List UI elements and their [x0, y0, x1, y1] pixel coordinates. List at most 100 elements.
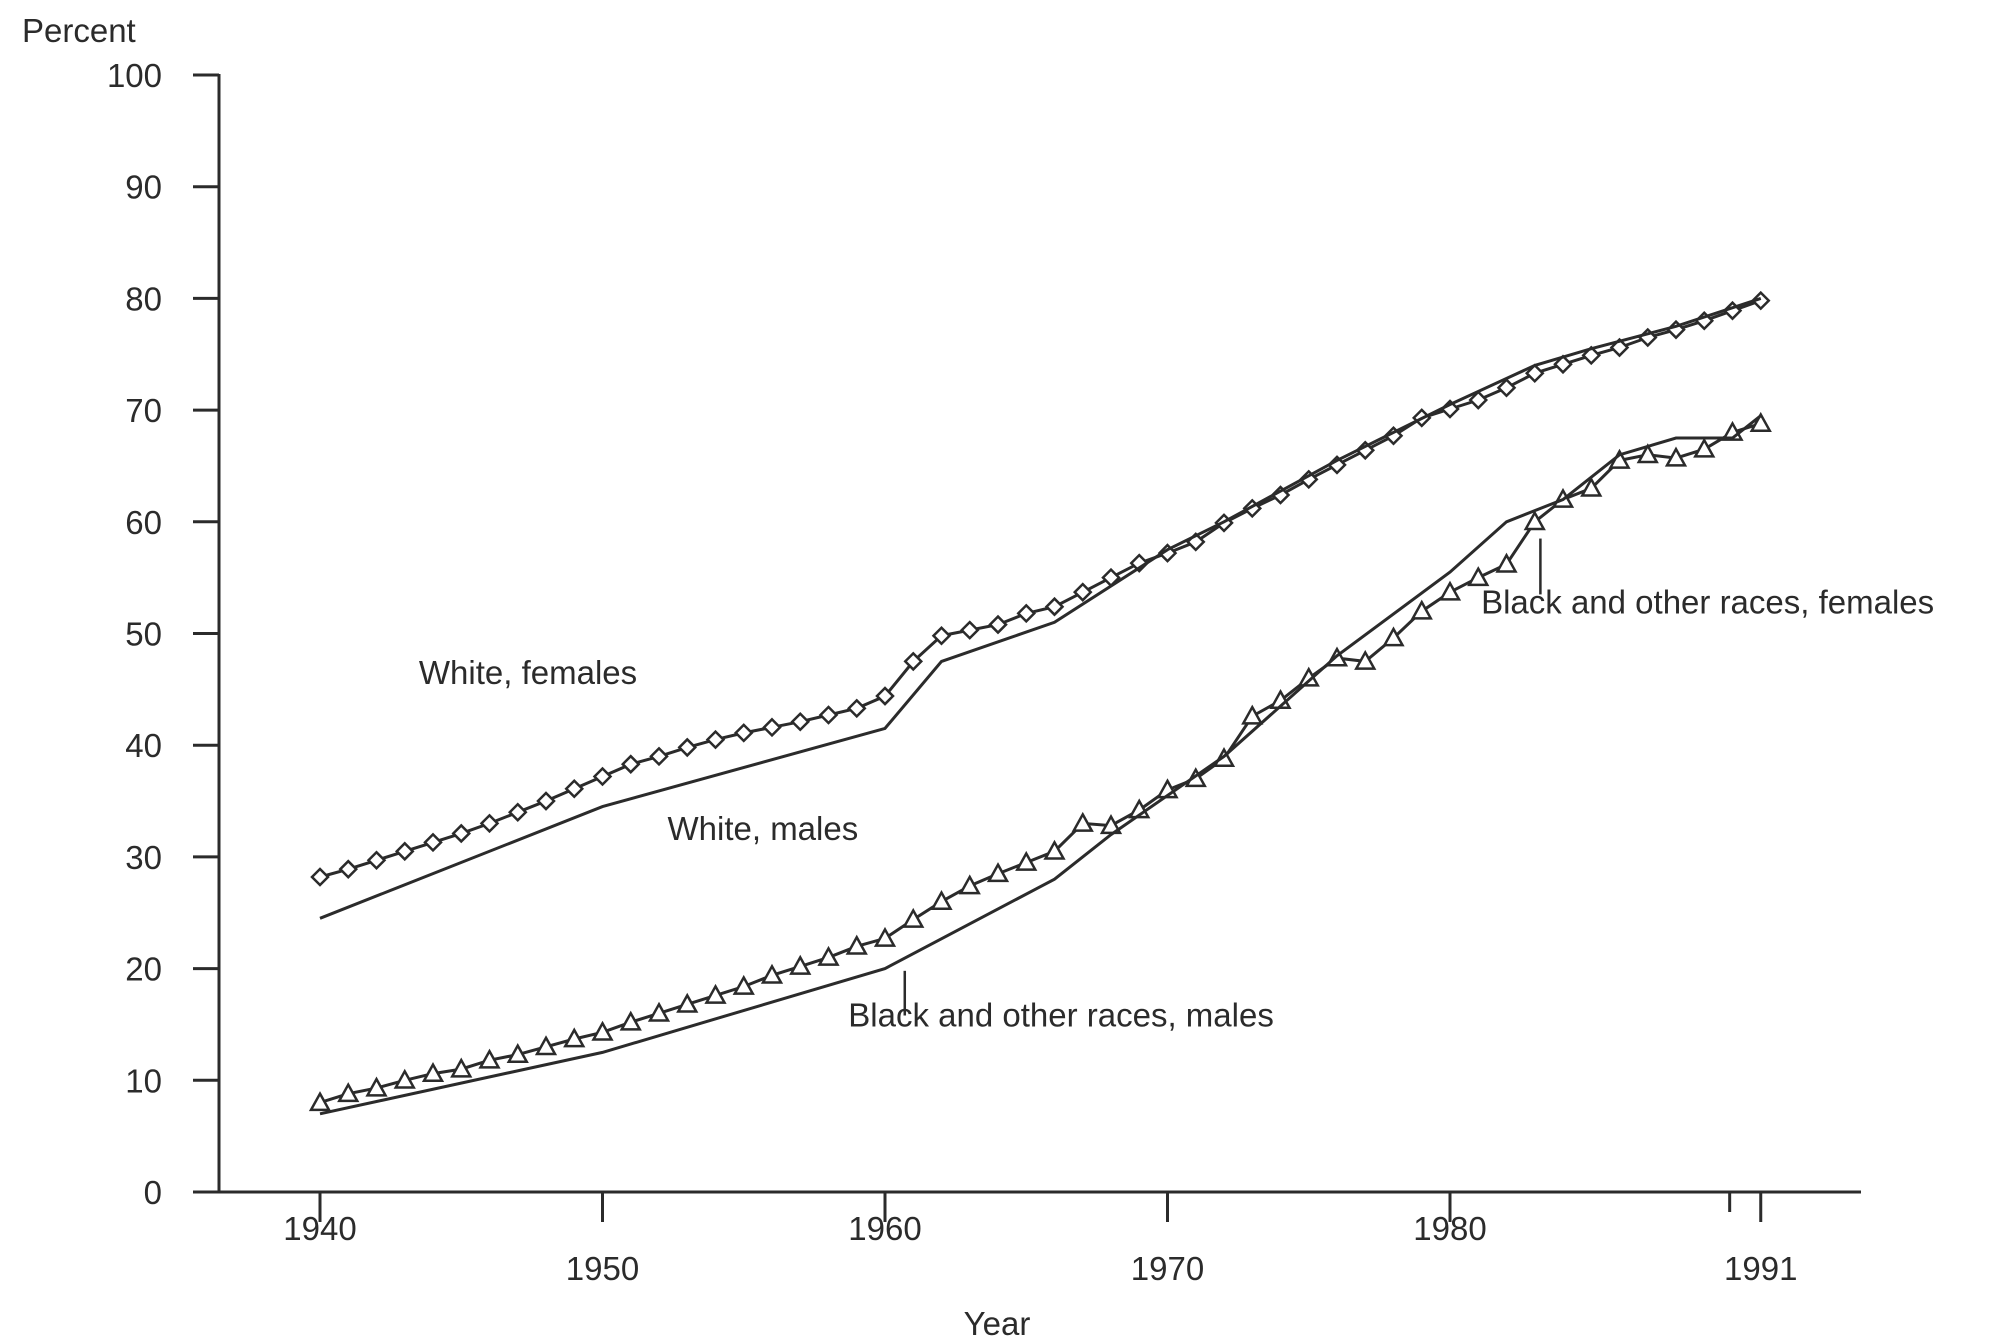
series-line: [319, 299, 1762, 879]
triangle-marker: [873, 926, 897, 947]
triangle-marker: [760, 963, 784, 984]
diamond-marker: [649, 746, 669, 767]
series-line: [319, 422, 1762, 1105]
triangle-marker: [591, 1020, 614, 1041]
triangle-marker: [1636, 443, 1659, 464]
x-tick-label: 1970: [1131, 1250, 1204, 1287]
x-tick-label: 1991: [1724, 1250, 1797, 1287]
diamond-marker: [1524, 363, 1545, 384]
series-line: [319, 296, 1762, 920]
y-ticks: 0 10 20 30 40 50 60 70 80 90 100: [107, 57, 219, 1211]
diamond-marker: [620, 754, 641, 774]
triangle-marker: [958, 874, 981, 895]
diamond-marker: [1750, 290, 1771, 311]
annotations: White, females White, males Black and ot…: [419, 583, 1934, 1033]
triangle-marker: [902, 907, 925, 928]
annotation-black-females: Black and other races, females: [1481, 583, 1934, 620]
diamond-marker: [536, 791, 556, 811]
triangle-marker: [619, 1010, 642, 1031]
triangle-marker: [930, 890, 953, 911]
diamond-marker: [366, 850, 387, 871]
diamond-marker: [592, 766, 613, 787]
triangle-marker: [1749, 411, 1772, 432]
x-tick-label: 1950: [566, 1250, 639, 1287]
x-tick-label: 1960: [848, 1210, 921, 1247]
y-tick-label: 80: [125, 280, 162, 317]
triangle-marker: [421, 1062, 445, 1083]
y-tick-label: 100: [107, 57, 162, 94]
triangle-marker: [1438, 580, 1462, 601]
diamond-marker: [451, 823, 472, 844]
y-tick-label: 40: [125, 727, 162, 764]
y-tick-label: 50: [125, 616, 162, 653]
diamond-marker: [1298, 469, 1319, 490]
triangle-marker: [337, 1082, 360, 1103]
triangle-marker: [789, 954, 812, 975]
x-ticks: 1940 1950 1960 1970 1980 1991: [283, 1192, 1797, 1287]
triangle-marker: [506, 1043, 529, 1064]
triangle-marker: [1523, 510, 1546, 531]
triangle-marker: [986, 862, 1010, 883]
triangle-marker: [563, 1027, 586, 1048]
y-tick-label: 20: [125, 951, 162, 988]
triangle-marker: [534, 1035, 558, 1056]
diamond-marker: [423, 832, 443, 853]
triangle-marker: [478, 1048, 501, 1069]
y-tick-label: 60: [125, 504, 162, 541]
diamond-marker: [1496, 377, 1517, 398]
x-tick-label: 1980: [1413, 1210, 1486, 1247]
series-line: [319, 414, 1762, 1116]
diamond-marker: [790, 711, 811, 732]
triangle-marker: [393, 1068, 416, 1089]
diamond-marker: [1072, 582, 1093, 602]
y-axis-title: Percent: [22, 12, 136, 49]
diamond-marker: [394, 841, 415, 862]
diamond-marker: [988, 614, 1008, 635]
diamond-marker: [903, 651, 924, 672]
triangle-marker: [1467, 566, 1490, 587]
leader-lines: [903, 538, 1542, 1016]
diamond-marker: [959, 620, 980, 640]
diamond-marker: [1016, 603, 1037, 624]
diamond-marker: [338, 859, 359, 879]
triangle-marker: [365, 1076, 388, 1097]
triangle-marker: [1354, 649, 1377, 670]
triangle-marker: [1580, 476, 1603, 497]
triangle-marker: [817, 945, 840, 966]
diamond-marker: [875, 686, 895, 706]
triangle-marker: [1410, 599, 1433, 620]
y-tick-label: 70: [125, 392, 162, 429]
y-tick-label: 90: [125, 169, 162, 206]
diamond-marker: [1553, 354, 1573, 375]
annotation-white-males: White, males: [668, 810, 859, 847]
diamond-marker: [479, 813, 500, 834]
y-tick-label: 30: [125, 839, 162, 876]
triangle-marker: [704, 983, 727, 1004]
triangle-marker: [647, 1001, 671, 1022]
diamond-marker: [1129, 553, 1150, 573]
diamond-marker: [846, 698, 867, 719]
triangle-marker: [1495, 552, 1518, 573]
triangle-marker: [1241, 704, 1264, 725]
triangle-marker: [732, 974, 755, 995]
triangle-marker: [1693, 437, 1716, 458]
y-tick-label: 10: [125, 1062, 162, 1099]
diamond-marker: [1468, 390, 1489, 410]
triangle-marker: [1043, 839, 1066, 860]
diamond-marker: [507, 802, 528, 822]
triangle-marker: [308, 1091, 332, 1112]
triangle-marker: [1382, 626, 1405, 647]
diamond-marker: [1044, 596, 1065, 617]
diamond-marker: [818, 705, 839, 725]
diamond-marker: [310, 867, 330, 887]
triangle-marker: [676, 992, 699, 1013]
y-tick-label: 0: [144, 1174, 162, 1211]
annotation-white-females: White, females: [419, 654, 637, 691]
diamond-marker: [762, 717, 782, 738]
x-axis-title: Year: [964, 1305, 1031, 1342]
diamond-marker: [733, 723, 754, 743]
annotation-black-males: Black and other races, males: [848, 997, 1274, 1034]
triangle-marker: [845, 934, 868, 955]
triangle-marker: [1015, 850, 1038, 871]
